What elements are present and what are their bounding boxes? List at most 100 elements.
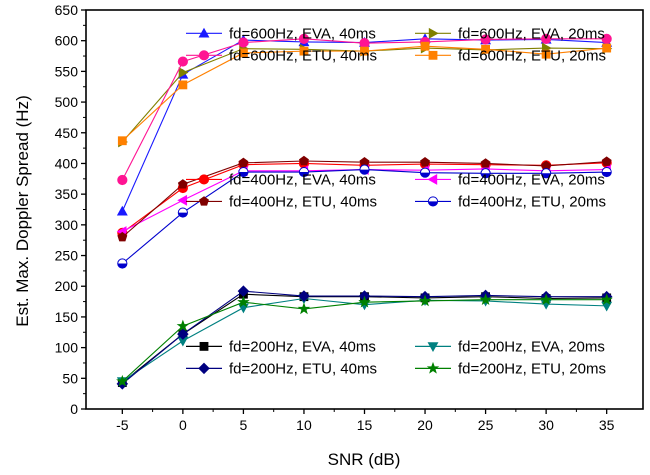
data-point (237, 295, 250, 308)
y-tick-label: 600 (55, 33, 79, 49)
legend-marker (427, 196, 439, 207)
data-point (480, 158, 491, 168)
series-4 (117, 41, 612, 146)
data-point (298, 155, 309, 166)
legend-item: fd=600Hz, ETU, 40ms (186, 47, 377, 64)
legend-item: fd=400Hz, ETU, 20ms (415, 193, 606, 210)
series-layer (116, 33, 613, 390)
y-tick-label: 150 (55, 309, 79, 325)
y-tick-label: 400 (55, 155, 79, 171)
legend-marker (428, 27, 439, 39)
legend-item: fd=600Hz, EVA, 40ms (186, 25, 376, 42)
y-tick-label: 250 (55, 248, 79, 264)
legend-item: fd=200Hz, EVA, 20ms (415, 338, 605, 355)
x-tick-label: 10 (296, 417, 312, 433)
x-tick-label: 30 (538, 417, 554, 433)
data-point (117, 231, 128, 242)
legend-label: fd=600Hz, EVA, 20ms (458, 25, 605, 42)
data-point (600, 293, 613, 306)
legend-marker (199, 196, 209, 206)
data-point (177, 179, 188, 189)
data-point (117, 258, 128, 269)
data-point (298, 290, 310, 302)
data-point (420, 41, 430, 51)
axes-layer: -5 0 5 10 15 20 25 30 35050100150200250300350400… (55, 2, 644, 433)
data-point (238, 166, 249, 178)
data-point (541, 33, 552, 44)
legend-item: fd=400Hz, EVA, 40ms (186, 171, 376, 188)
data-point (177, 194, 188, 206)
series-12 (116, 293, 613, 387)
data-point (601, 156, 612, 166)
data-point (238, 157, 249, 168)
x-tick-label: 20 (417, 417, 433, 433)
data-point (117, 174, 128, 186)
legend-marker (199, 341, 209, 351)
legend-label: fd=200Hz, EVA, 40ms (229, 338, 376, 355)
data-point (176, 319, 190, 332)
legend-marker (198, 50, 210, 61)
legend-marker (198, 362, 210, 375)
data-point (480, 168, 491, 179)
legend-marker (427, 342, 439, 353)
legend-label: fd=400Hz, EVA, 20ms (458, 171, 605, 188)
x-tick-label: -5 (116, 417, 129, 433)
x-tick-label: 15 (357, 417, 373, 433)
y-tick-label: 450 (55, 125, 79, 141)
y-tick-label: 500 (55, 94, 79, 110)
data-point (480, 34, 491, 45)
data-point (116, 205, 128, 216)
legend-label: fd=600Hz, ETU, 20ms (458, 47, 606, 64)
data-point (178, 67, 189, 79)
legend-group-1: fd=600Hz, EVA, 40ms fd=600Hz, EVA, 20ms fd… (186, 25, 606, 64)
data-point (298, 166, 310, 178)
legend-item: fd=200Hz, EVA, 40ms (186, 338, 376, 355)
data-point (420, 157, 431, 167)
y-tick-label: 50 (62, 370, 78, 386)
x-tick-label: 5 (240, 417, 248, 433)
data-point (418, 294, 432, 307)
data-point (177, 328, 189, 340)
legend-label: fd=400Hz, ETU, 20ms (458, 193, 606, 210)
legend-item: fd=600Hz, ETU, 20ms (415, 47, 606, 64)
data-point (297, 302, 311, 315)
y-tick-label: 200 (55, 278, 79, 294)
legend-item: fd=200Hz, ETU, 20ms (415, 360, 606, 377)
y-axis-title: Est. Max. Doppler Spread (Hz) (13, 95, 32, 326)
data-point (481, 44, 490, 54)
x-tick-label: 25 (478, 417, 494, 433)
data-point (238, 37, 249, 48)
data-point (299, 46, 309, 56)
legend-item: fd=600Hz, EVA, 20ms (415, 25, 605, 42)
legend-marker (198, 174, 210, 185)
data-point (541, 168, 552, 179)
data-point (237, 303, 249, 314)
data-point (419, 167, 431, 178)
data-point (359, 164, 370, 175)
y-tick-label: 550 (55, 63, 79, 79)
data-point (601, 33, 612, 44)
legend-marker (428, 50, 438, 60)
data-point (239, 48, 248, 58)
data-point (178, 80, 188, 90)
legend-label: fd=200Hz, ETU, 20ms (458, 360, 606, 377)
y-tick-label: 100 (55, 340, 79, 356)
data-point (541, 49, 551, 59)
y-tick-label: 350 (55, 186, 79, 202)
legend-label: fd=400Hz, EVA, 40ms (229, 171, 376, 188)
x-tick-label: 35 (599, 417, 615, 433)
legend-marker (426, 361, 440, 374)
data-point (298, 33, 310, 44)
data-point (360, 46, 369, 56)
legend-label: fd=600Hz, EVA, 40ms (229, 25, 376, 42)
data-point (539, 293, 553, 306)
legend-label: fd=200Hz, EVA, 20ms (458, 338, 605, 355)
data-point (358, 295, 371, 308)
data-point (117, 136, 127, 146)
data-point (177, 207, 188, 218)
legend-marker (427, 173, 438, 185)
legend-group-3: fd=200Hz, EVA, 40ms fd=200Hz, EVA, 20ms fd… (186, 338, 606, 377)
x-axis-title: SNR (dB) (328, 450, 401, 469)
legend-label: fd=200Hz, ETU, 40ms (229, 360, 377, 377)
legend-label: fd=400Hz, ETU, 40ms (229, 193, 377, 210)
